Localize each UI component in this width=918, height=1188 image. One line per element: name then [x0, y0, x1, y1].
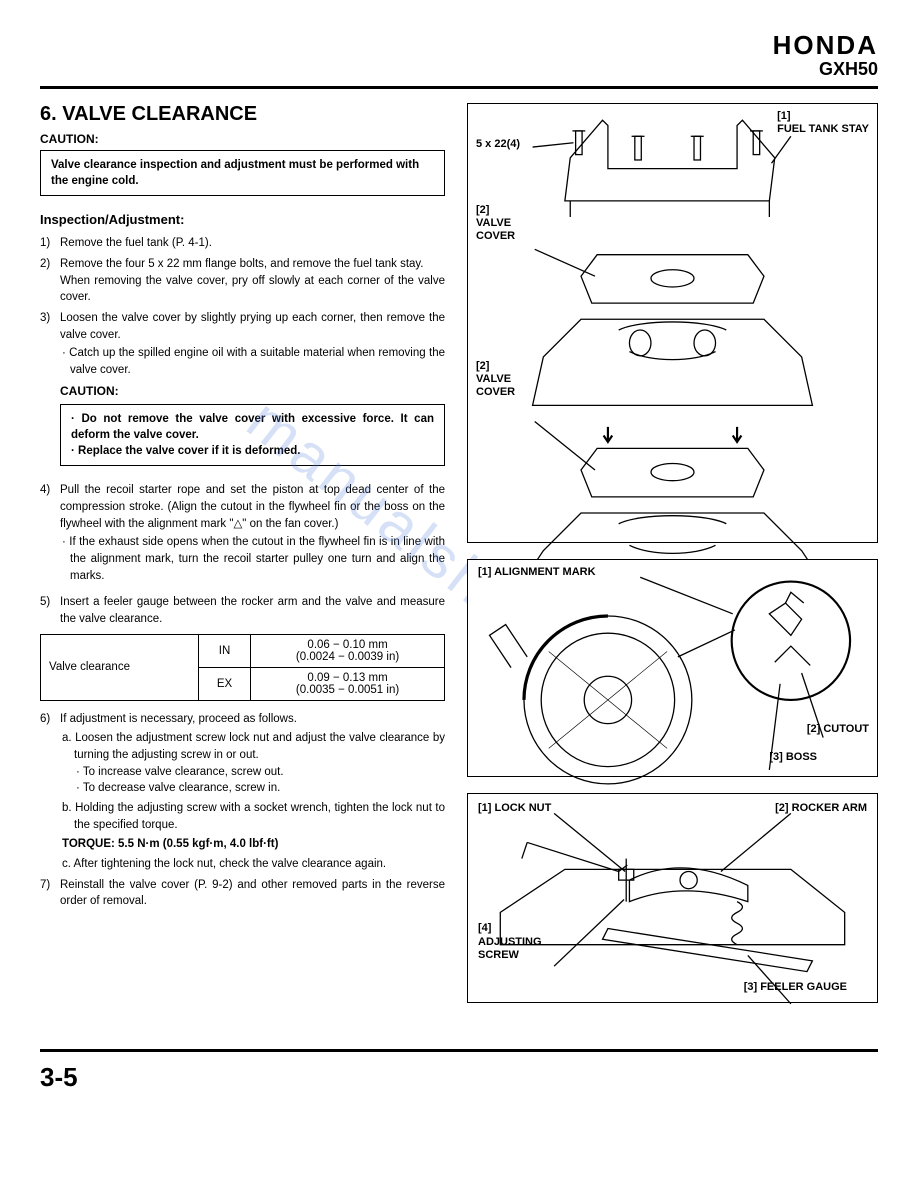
section-title: 6. VALVE CLEARANCE — [40, 103, 445, 126]
fig3-label-2: [2] ROCKER ARM — [775, 802, 867, 815]
fig2-label-3: [3] BOSS — [769, 751, 817, 764]
caution-label-2: CAUTION: — [60, 383, 445, 400]
page-header: HONDA GXH50 — [40, 30, 878, 80]
fig2-label-2: [2] CUTOUT — [807, 723, 869, 736]
fig1-bolt-label: 5 x 22(4) — [476, 138, 520, 151]
header-rule — [40, 86, 878, 89]
fig3-label-3: [3] FEELER GAUGE — [744, 981, 847, 994]
step-2: 2) Remove the four 5 x 22 mm flange bolt… — [40, 256, 445, 306]
page-number: 3-5 — [40, 1062, 878, 1093]
figure-fuel-tank-stay: 5 x 22(4) [1]FUEL TANK STAY [2]VALVECOVE… — [467, 103, 878, 543]
model-name: GXH50 — [40, 59, 878, 80]
fig1-label-2b: [2]VALVECOVER — [476, 360, 515, 400]
procedure-list: 1)Remove the fuel tank (P. 4-1). 2) Remo… — [40, 235, 445, 627]
caution-box-1: Valve clearance inspection and adjustmen… — [40, 150, 445, 196]
torque-spec: TORQUE: 5.5 N·m (0.55 kgf·m, 4.0 lbf·ft) — [60, 836, 445, 853]
inspection-heading: Inspection/Adjustment: — [40, 212, 445, 227]
fig2-label-1: [1] ALIGNMENT MARK — [478, 566, 596, 579]
fig1-label-2a: [2]VALVECOVER — [476, 204, 515, 244]
step-4: 4) Pull the recoil starter rope and set … — [40, 482, 445, 584]
step-6: 6) If adjustment is necessary, proceed a… — [40, 711, 445, 873]
text-column: 6. VALVE CLEARANCE CAUTION: Valve cleara… — [40, 103, 445, 1019]
table-rowlabel: Valve clearance — [41, 634, 199, 700]
caution-box-2: · Do not remove the valve cover with exc… — [60, 404, 445, 466]
step-5: 5) Insert a feeler gauge between the roc… — [40, 594, 445, 627]
fig1-diagram — [468, 104, 877, 578]
step-1: 1)Remove the fuel tank (P. 4-1). — [40, 235, 445, 252]
brand-logo: HONDA — [40, 30, 878, 61]
fig1-label-1: [1]FUEL TANK STAY — [777, 110, 869, 136]
procedure-list-2: 6) If adjustment is necessary, proceed a… — [40, 711, 445, 910]
caution-label-1: CAUTION: — [40, 132, 445, 146]
fig3-label-4: [4]ADJUSTINGSCREW — [478, 922, 542, 962]
footer-rule — [40, 1049, 878, 1052]
figure-alignment-mark: [1] ALIGNMENT MARK [2] CUTOUT [3] BOSS — [467, 559, 878, 777]
fig3-label-1: [1] LOCK NUT — [478, 802, 551, 815]
step-7: 7) Reinstall the valve cover (P. 9-2) an… — [40, 877, 445, 910]
figure-rocker-arm: [1] LOCK NUT [2] ROCKER ARM [3] FEELER G… — [467, 793, 878, 1003]
figure-column: 5 x 22(4) [1]FUEL TANK STAY [2]VALVECOVE… — [467, 103, 878, 1019]
valve-clearance-table: Valve clearance IN 0.06 − 0.10 mm(0.0024… — [40, 634, 445, 701]
step-3: 3) Loosen the valve cover by slightly pr… — [40, 310, 445, 478]
